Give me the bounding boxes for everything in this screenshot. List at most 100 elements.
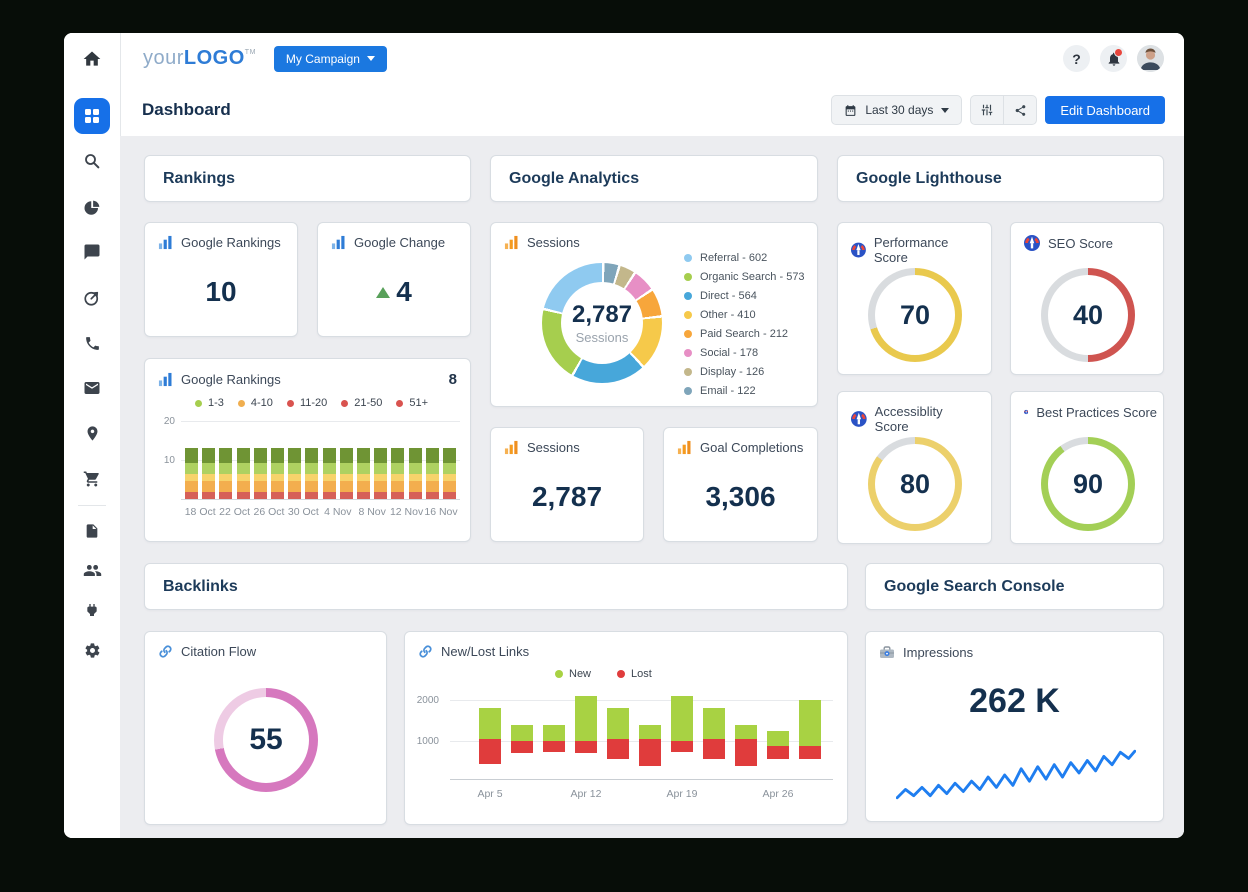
lost-links-bar bbox=[607, 738, 629, 760]
blue-bars-icon bbox=[158, 372, 172, 387]
help-button[interactable]: ? bbox=[1063, 45, 1090, 72]
stacked-bar bbox=[374, 447, 388, 499]
x-tick: 8 Nov bbox=[358, 506, 386, 518]
performance-value: 70 bbox=[875, 275, 955, 355]
date-range-label: Last 30 days bbox=[865, 103, 934, 117]
sidebar-item-email[interactable] bbox=[64, 375, 120, 401]
gear-icon bbox=[85, 642, 99, 658]
legend-item: 4-10 bbox=[237, 397, 273, 409]
chat-icon bbox=[84, 244, 100, 260]
google-rankings-value: 10 bbox=[205, 276, 237, 307]
logo-text-your: your bbox=[143, 47, 184, 69]
toolbar-icon-group bbox=[970, 95, 1038, 125]
phone-icon bbox=[85, 336, 99, 350]
new-lost-bar-chart: 2000 1000 Apr 5 Apr 12 Apr 19 Apr 26 bbox=[405, 632, 847, 824]
card-label: Performance Score bbox=[873, 235, 949, 265]
sidebar-item-chat[interactable] bbox=[64, 239, 120, 265]
sidebar-item-search[interactable] bbox=[64, 148, 120, 174]
new-links-bar bbox=[799, 700, 821, 747]
share-button[interactable] bbox=[1003, 96, 1036, 124]
section-title: Google Analytics bbox=[509, 170, 640, 187]
google-rankings-card: Google Rankings 10 bbox=[144, 222, 298, 337]
stacked-bar bbox=[391, 447, 405, 499]
legend-dot bbox=[684, 330, 692, 338]
rankings-legend: 1-3 4-10 11-20 21-50 51+ bbox=[195, 397, 428, 409]
lost-links-bar bbox=[735, 738, 757, 766]
location-pin-icon bbox=[87, 425, 97, 441]
impressions-card: Impressions 262 K bbox=[865, 631, 1164, 822]
accessibility-value: 80 bbox=[875, 444, 955, 524]
section-title: Google Lighthouse bbox=[856, 170, 1002, 187]
x-tick: 22 Oct bbox=[219, 506, 251, 518]
new-links-bar bbox=[543, 724, 565, 741]
stacked-bar bbox=[305, 447, 319, 499]
gridline bbox=[181, 421, 460, 423]
card-label: Sessions bbox=[527, 440, 580, 455]
home-button[interactable] bbox=[64, 33, 121, 84]
share-icon bbox=[1015, 104, 1026, 116]
edit-dashboard-button[interactable]: Edit Dashboard bbox=[1045, 96, 1165, 124]
sidebar-item-location[interactable] bbox=[64, 420, 120, 446]
legend-item: Direct - 564 bbox=[684, 290, 805, 302]
document-icon bbox=[86, 524, 98, 538]
x-tick: 16 Nov bbox=[424, 506, 458, 518]
legend-item: Other - 410 bbox=[684, 309, 805, 321]
card-label: Best Practices Score bbox=[1036, 404, 1157, 420]
section-google-search-console: Google Search Console bbox=[865, 563, 1164, 610]
rankings-bar-chart: 20 10 18 Oct 22 Oct 26 Oct 30 Oct 4 Nov 8 Nov 1… bbox=[145, 359, 470, 541]
section-title: Rankings bbox=[163, 170, 236, 187]
accessibility-score-card: Accessiblity Score 80 bbox=[837, 391, 992, 544]
campaign-dropdown[interactable]: My Campaign bbox=[273, 45, 387, 72]
sidebar-item-cart[interactable] bbox=[64, 466, 120, 492]
legend-dot bbox=[396, 399, 404, 407]
avatar-image bbox=[1137, 45, 1164, 72]
stacked-bar bbox=[357, 447, 370, 499]
help-icon: ? bbox=[1072, 50, 1081, 67]
x-axis bbox=[450, 779, 833, 780]
card-label: Accessiblity Score bbox=[874, 404, 943, 434]
sidebar-item-users[interactable] bbox=[64, 557, 120, 583]
top-bar: your LOGO TM My Campaign ? bbox=[64, 33, 1184, 85]
performance-score-card: Performance Score 70 bbox=[837, 222, 992, 375]
sessions-value: 2,787 bbox=[531, 481, 603, 512]
toolbar-actions: Last 30 days Edit Dashboard bbox=[831, 95, 1165, 125]
link-icon bbox=[419, 645, 432, 658]
page-title: Dashboard bbox=[142, 100, 231, 119]
sidebar-item-pie-chart[interactable] bbox=[64, 195, 120, 221]
sidebar-item-documents[interactable] bbox=[64, 518, 120, 544]
analytics-bars-icon bbox=[504, 235, 518, 250]
lost-links-bar bbox=[639, 738, 661, 766]
x-tick: 30 Oct bbox=[287, 506, 319, 518]
x-tick: Apr 5 bbox=[477, 788, 503, 800]
analytics-bars-icon bbox=[677, 440, 691, 455]
legend-dot bbox=[684, 311, 692, 319]
legend-dot bbox=[617, 670, 626, 678]
section-rankings: Rankings bbox=[144, 155, 471, 202]
sidebar-item-dashboard[interactable] bbox=[74, 98, 110, 134]
rankings-history-card: Google Rankings 8 1-3 4-10 11-20 21-50 51+ 2… bbox=[144, 358, 471, 542]
x-tick: Apr 26 bbox=[762, 788, 794, 800]
section-backlinks: Backlinks bbox=[144, 563, 848, 610]
y-tick: 10 bbox=[163, 454, 175, 466]
sidebar-item-settings[interactable] bbox=[64, 637, 120, 663]
sidebar-item-integrations[interactable] bbox=[64, 597, 120, 623]
sidebar-item-goal-tracking[interactable] bbox=[64, 285, 120, 311]
campaign-label: My Campaign bbox=[285, 51, 360, 66]
legend-item: 51+ bbox=[396, 397, 428, 409]
notifications-button[interactable] bbox=[1100, 45, 1127, 72]
filter-button[interactable] bbox=[971, 96, 1003, 124]
date-range-dropdown[interactable]: Last 30 days bbox=[831, 95, 963, 125]
stacked-bar bbox=[253, 447, 267, 499]
user-avatar[interactable] bbox=[1137, 45, 1164, 72]
blue-bars-icon bbox=[158, 235, 172, 250]
sidebar-item-phone[interactable] bbox=[64, 330, 120, 356]
card-label: Google Rankings bbox=[181, 235, 281, 250]
sessions-total: 2,787 bbox=[571, 301, 633, 328]
search-icon bbox=[85, 154, 100, 169]
section-google-lighthouse: Google Lighthouse bbox=[837, 155, 1164, 202]
new-lost-legend: New Lost bbox=[555, 668, 652, 680]
legend-dot bbox=[237, 399, 245, 407]
stacked-bar bbox=[408, 447, 422, 499]
lost-links-bar bbox=[703, 738, 725, 760]
y-tick: 20 bbox=[163, 416, 175, 428]
